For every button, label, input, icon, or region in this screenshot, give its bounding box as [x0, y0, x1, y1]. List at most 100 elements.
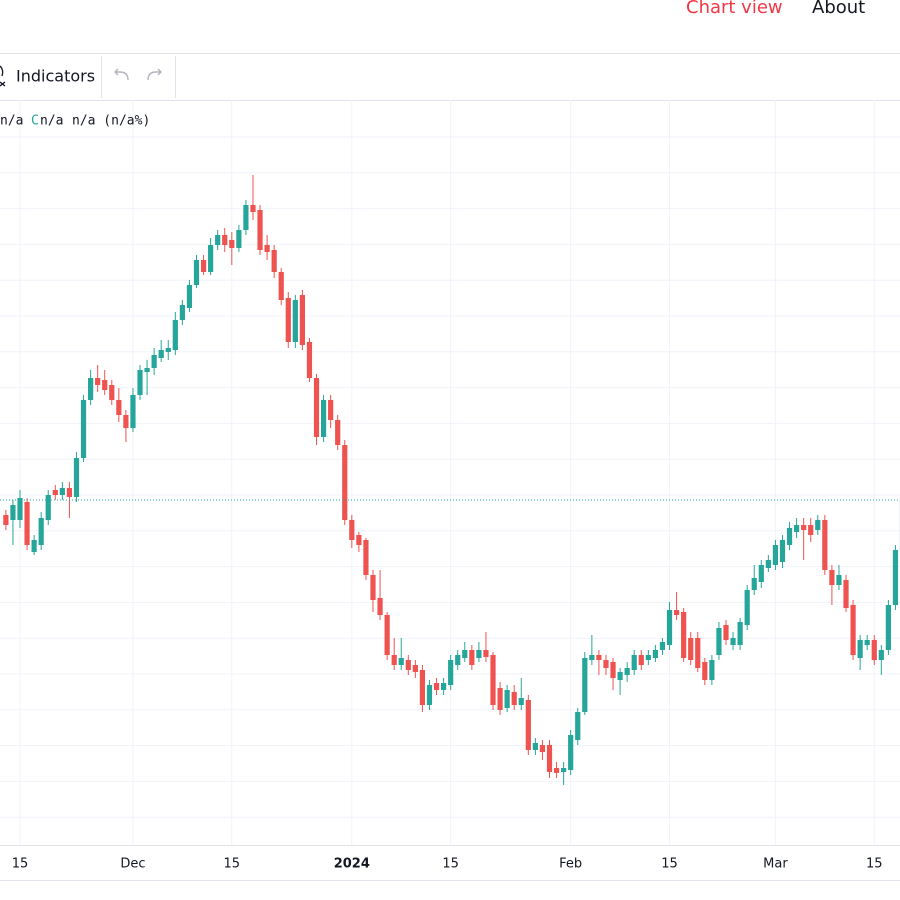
candle-body — [349, 520, 355, 540]
undo-button[interactable] — [114, 68, 129, 81]
indicators-icon[interactable] — [0, 65, 6, 87]
candle-body — [476, 650, 482, 658]
icon-stroke — [0, 81, 6, 87]
candle-body — [794, 525, 800, 532]
candle-body — [363, 540, 369, 575]
candle-body — [553, 768, 560, 773]
grid — [0, 100, 900, 845]
candle-body — [582, 658, 588, 712]
x-tick-label: 15 — [866, 857, 883, 872]
candle-body — [73, 458, 80, 497]
candle-body — [539, 745, 546, 752]
candle-body — [857, 640, 863, 658]
x-tick-label: Mar — [763, 857, 788, 872]
redo-button[interactable] — [147, 68, 162, 81]
icon-stroke — [0, 65, 4, 77]
candle-body — [45, 495, 51, 520]
candle-body — [335, 420, 341, 445]
candle-body — [758, 565, 764, 582]
candle-body — [596, 655, 602, 660]
candle-body — [320, 400, 327, 437]
legend-close-label: C — [31, 114, 39, 129]
candle-body — [561, 768, 567, 772]
candle-body — [462, 650, 468, 658]
candle-body — [250, 205, 256, 212]
candle-body — [342, 445, 348, 520]
candle-body — [836, 575, 842, 585]
candle-body — [709, 660, 715, 680]
candle-body — [786, 528, 793, 545]
candle-body — [17, 498, 23, 520]
x-tick-label: 2024 — [334, 857, 370, 872]
candle-body — [737, 622, 743, 645]
x-tick-label: 15 — [661, 857, 678, 872]
candle-body — [186, 285, 193, 308]
candle-body — [610, 662, 616, 678]
candle-body — [695, 638, 701, 668]
candle-body — [603, 660, 609, 668]
candle-body — [666, 610, 673, 645]
candle-body — [264, 245, 270, 252]
candle-body — [328, 400, 334, 420]
candle-body — [652, 650, 658, 658]
candle-body — [419, 670, 426, 705]
candle-body — [441, 683, 447, 690]
candle-body — [243, 205, 249, 230]
legend-value: n/a — [40, 114, 63, 129]
candle-body — [179, 305, 185, 320]
candle-body — [490, 655, 496, 705]
candle-body — [730, 638, 736, 645]
candle-body — [469, 650, 475, 665]
candle-body — [398, 658, 404, 665]
candle-body — [292, 300, 298, 342]
legend-value: n/a — [0, 114, 23, 129]
candle-body — [384, 615, 390, 655]
candle-body — [631, 655, 637, 670]
candle-body — [455, 655, 461, 665]
candle-body — [624, 668, 630, 675]
candle-body — [130, 395, 136, 428]
x-tick-label: 15 — [442, 857, 459, 872]
candle-body — [885, 605, 891, 650]
candle-body — [52, 490, 58, 495]
candle-body — [702, 662, 708, 680]
candle-body — [137, 370, 143, 395]
candle-body — [772, 545, 779, 565]
candle-body — [59, 488, 65, 495]
candle-body — [723, 625, 729, 640]
candle-body — [829, 570, 835, 585]
candle-body — [483, 650, 489, 657]
candle-body — [688, 638, 694, 660]
candle-body — [116, 400, 122, 415]
candles — [0, 175, 900, 785]
candle-body — [878, 650, 884, 660]
time-axis: 15 Dec 15 2024 15 Feb 15 Mar 15 — [12, 857, 883, 872]
nav-about[interactable]: About — [812, 0, 865, 18]
candle-body — [892, 550, 899, 605]
candle-body — [617, 672, 623, 680]
candle-body — [433, 683, 440, 690]
candle-body — [638, 655, 644, 665]
candle-body — [801, 525, 807, 530]
candle-body — [822, 520, 828, 570]
candle-body — [109, 385, 115, 400]
candle-body — [222, 235, 228, 245]
candle-body — [313, 378, 320, 437]
x-tick-label: 15 — [12, 857, 29, 872]
indicators-button[interactable]: Indicators — [16, 67, 95, 86]
candle-body — [645, 655, 651, 660]
candle-body — [391, 655, 397, 665]
candle-body — [172, 320, 178, 350]
x-tick-label: Dec — [120, 857, 145, 872]
candle-body — [306, 342, 313, 378]
candle-body — [299, 295, 305, 345]
x-tick-label: Feb — [559, 857, 582, 872]
candle-body — [165, 348, 171, 352]
candle-body — [3, 515, 9, 525]
nav-chart-view[interactable]: Chart view — [686, 0, 783, 18]
candle-body — [412, 665, 418, 672]
candle-body — [448, 660, 454, 685]
candle-body — [681, 612, 687, 658]
